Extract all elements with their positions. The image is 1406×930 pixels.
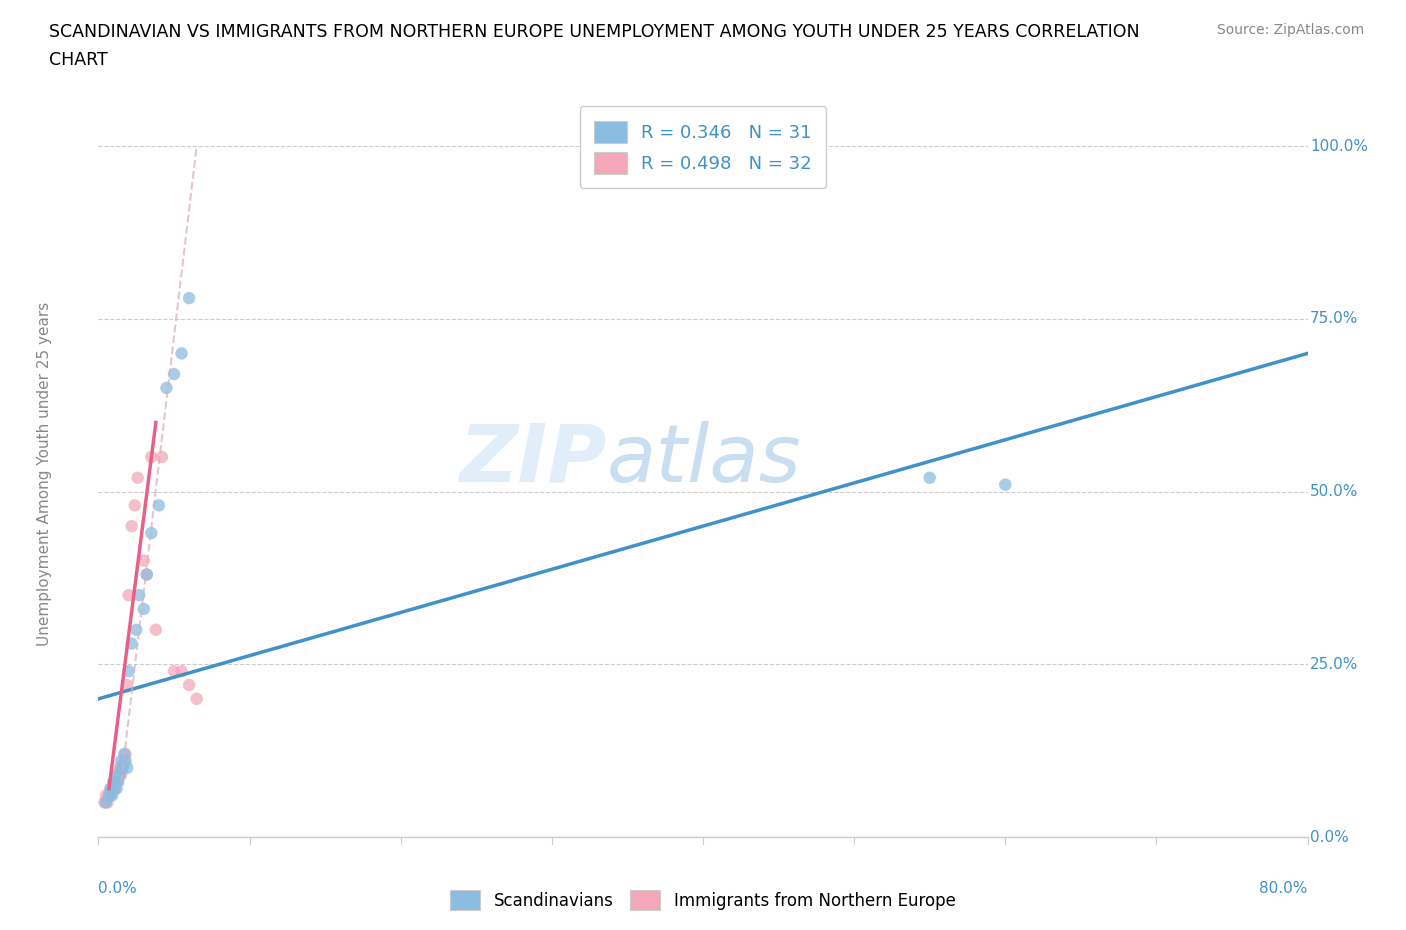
Point bbox=[163, 366, 186, 381]
Point bbox=[128, 588, 150, 603]
Point bbox=[103, 775, 125, 790]
Legend: R = 0.346   N = 31, R = 0.498   N = 32: R = 0.346 N = 31, R = 0.498 N = 32 bbox=[579, 106, 827, 188]
Point bbox=[132, 553, 155, 568]
Text: atlas: atlas bbox=[606, 420, 801, 498]
Point bbox=[115, 761, 138, 776]
Point bbox=[107, 775, 129, 790]
Point bbox=[104, 781, 127, 796]
Point bbox=[118, 588, 141, 603]
Text: 0.0%: 0.0% bbox=[98, 881, 138, 896]
Point bbox=[170, 664, 193, 679]
Point bbox=[115, 678, 138, 693]
Point bbox=[918, 471, 941, 485]
Point bbox=[112, 747, 135, 762]
Point bbox=[101, 788, 124, 803]
Point bbox=[103, 775, 125, 790]
Point bbox=[125, 622, 148, 637]
Text: 75.0%: 75.0% bbox=[1310, 312, 1358, 326]
Point bbox=[110, 767, 132, 782]
Text: CHART: CHART bbox=[49, 51, 108, 69]
Text: 25.0%: 25.0% bbox=[1310, 657, 1358, 671]
Point bbox=[111, 761, 134, 776]
Point bbox=[94, 788, 117, 803]
Text: Source: ZipAtlas.com: Source: ZipAtlas.com bbox=[1216, 23, 1364, 37]
Point bbox=[114, 747, 136, 762]
Point bbox=[111, 761, 134, 776]
Point bbox=[179, 678, 201, 693]
Point bbox=[163, 664, 186, 679]
Point bbox=[132, 602, 155, 617]
Point bbox=[135, 567, 157, 582]
Point bbox=[141, 525, 163, 540]
Text: 50.0%: 50.0% bbox=[1310, 485, 1358, 499]
Point bbox=[121, 519, 143, 534]
Point bbox=[98, 788, 121, 803]
Point bbox=[170, 346, 193, 361]
Point bbox=[127, 471, 149, 485]
Point bbox=[96, 795, 118, 810]
Text: 80.0%: 80.0% bbox=[1260, 881, 1308, 896]
Point bbox=[108, 761, 131, 776]
Point bbox=[101, 781, 124, 796]
Point bbox=[108, 767, 131, 782]
Point bbox=[112, 753, 135, 768]
Text: SCANDINAVIAN VS IMMIGRANTS FROM NORTHERN EUROPE UNEMPLOYMENT AMONG YOUTH UNDER 2: SCANDINAVIAN VS IMMIGRANTS FROM NORTHERN… bbox=[49, 23, 1140, 41]
Point bbox=[135, 567, 157, 582]
Text: ZIP: ZIP bbox=[458, 420, 606, 498]
Point bbox=[148, 498, 170, 512]
Point bbox=[179, 291, 201, 306]
Point bbox=[108, 767, 131, 782]
Text: 100.0%: 100.0% bbox=[1310, 139, 1368, 153]
Point bbox=[94, 795, 117, 810]
Point bbox=[103, 781, 125, 796]
Point bbox=[124, 498, 146, 512]
Text: 0.0%: 0.0% bbox=[1310, 830, 1348, 844]
Point bbox=[105, 775, 128, 790]
Point bbox=[150, 449, 173, 464]
Point bbox=[98, 788, 121, 803]
Point bbox=[121, 636, 143, 651]
Point bbox=[93, 795, 115, 810]
Point bbox=[145, 622, 167, 637]
Point bbox=[105, 781, 128, 796]
Point bbox=[186, 691, 208, 706]
Point bbox=[100, 788, 122, 803]
Point bbox=[114, 753, 136, 768]
Point bbox=[104, 775, 127, 790]
Point bbox=[994, 477, 1017, 492]
Point bbox=[100, 781, 122, 796]
Point bbox=[141, 449, 163, 464]
Point bbox=[107, 775, 129, 790]
Point bbox=[105, 767, 128, 782]
Point bbox=[155, 380, 177, 395]
Text: Unemployment Among Youth under 25 years: Unemployment Among Youth under 25 years bbox=[37, 302, 52, 646]
Point bbox=[100, 781, 122, 796]
Point bbox=[110, 761, 132, 776]
Legend: Scandinavians, Immigrants from Northern Europe: Scandinavians, Immigrants from Northern … bbox=[444, 884, 962, 917]
Point bbox=[110, 753, 132, 768]
Point bbox=[118, 664, 141, 679]
Point bbox=[103, 781, 125, 796]
